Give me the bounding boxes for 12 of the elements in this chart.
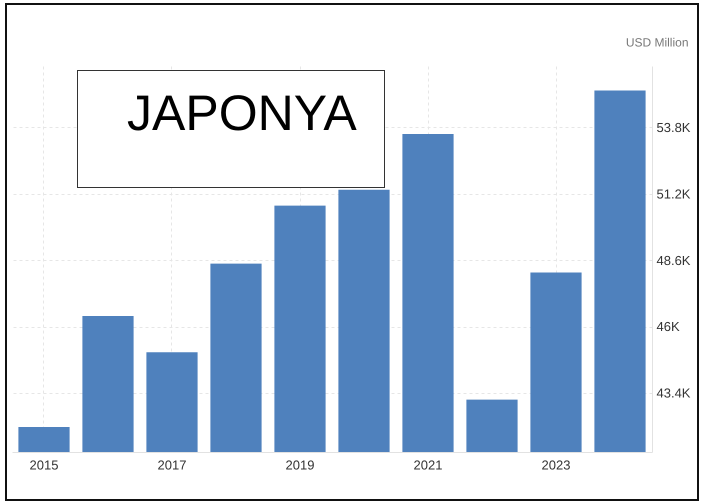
x-tick-label: 2021 (414, 458, 442, 472)
y-tick-label: 48.6K (656, 252, 691, 268)
x-tick-label: 2019 (286, 458, 314, 472)
y-tick-label: 43.4K (656, 386, 691, 401)
x-tick-label: 2017 (158, 458, 186, 472)
x-tick-label: 2015 (30, 458, 58, 472)
chart-title: JAPONYA (127, 85, 357, 141)
x-tick-label: 2023 (542, 458, 570, 472)
y-tick-label: 51.2K (656, 186, 691, 202)
y-axis-title: USD Million (626, 36, 688, 50)
y-tick-label: 46K (656, 319, 680, 334)
y-tick-label: 53.8K (656, 120, 691, 135)
